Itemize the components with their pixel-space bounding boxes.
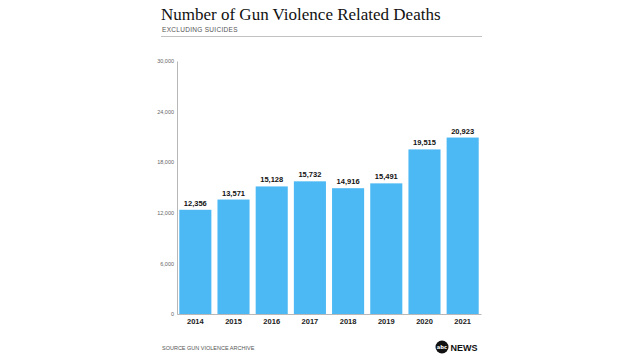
y-tick-label: 0: [171, 311, 174, 317]
y-tick: 24,000: [157, 109, 177, 115]
data-label: 19,515: [413, 138, 436, 147]
title: Number of Gun Violence Related Deaths: [161, 5, 441, 24]
y-tick: 18,000: [157, 159, 177, 165]
logo: abc NEWS: [436, 341, 478, 354]
data-label: 20,923: [451, 127, 474, 136]
logo-text: NEWS: [451, 343, 478, 353]
bar: [332, 188, 364, 314]
logo-mark: abc: [437, 344, 447, 350]
y-tick-label: 24,000: [157, 109, 174, 115]
bar: [294, 181, 326, 314]
y-tick-label: 6,000: [160, 261, 174, 267]
x-tick: 2020: [416, 314, 433, 326]
y-tick-label: 12,000: [157, 210, 174, 216]
x-tick-label: 2021: [454, 317, 471, 326]
rule: [161, 36, 482, 37]
data-label: 13,571: [222, 189, 245, 198]
bar: [370, 183, 402, 314]
y-tick: 12,000: [157, 210, 177, 216]
x-axis-line: [178, 314, 482, 315]
bar: [179, 210, 211, 314]
x-axis: 2014 2015 2016 2017 2018 2019 2020 2021: [178, 314, 482, 326]
y-tick-label: 30,000: [157, 58, 174, 64]
y-axis: 0 6,000 12,000 18,000 24,000 30,000: [157, 58, 177, 317]
x-tick: 2018: [340, 314, 357, 326]
x-tick-label: 2018: [340, 317, 357, 326]
data-label: 12,356: [184, 199, 207, 208]
x-tick-label: 2016: [263, 317, 280, 326]
x-tick: 2017: [302, 314, 319, 326]
x-tick: 2016: [263, 314, 280, 326]
bars: [179, 138, 478, 314]
subtitle: EXCLUDING SUICIDES: [162, 26, 238, 33]
x-tick-label: 2020: [416, 317, 433, 326]
y-axis-line: [177, 62, 178, 315]
x-tick-label: 2019: [378, 317, 395, 326]
x-tick: 2019: [378, 314, 395, 326]
data-label: 15,128: [260, 175, 283, 184]
data-label: 15,732: [298, 170, 321, 179]
bar: [256, 186, 288, 314]
bar: [408, 149, 440, 314]
chart: Number of Gun Violence Related Deaths EXC…: [0, 0, 630, 354]
x-tick-label: 2014: [187, 317, 205, 326]
data-label: 15,491: [375, 172, 398, 181]
y-tick: 30,000: [157, 58, 177, 64]
x-tick: 2014: [187, 314, 205, 326]
data-label: 14,916: [337, 177, 360, 186]
y-tick: 6,000: [160, 261, 177, 267]
bar: [447, 138, 479, 314]
x-tick-label: 2017: [302, 317, 319, 326]
data-labels: 12,356 13,571 15,128 15,732 14,916 15,491 19,5…: [184, 127, 474, 208]
x-tick-label: 2015: [225, 317, 242, 326]
y-tick-label: 18,000: [157, 159, 174, 165]
logo-circle: [436, 341, 449, 354]
background: [0, 0, 630, 354]
bar: [217, 200, 249, 314]
y-tick: 0: [171, 311, 177, 317]
x-tick: 2015: [225, 314, 242, 326]
source: SOURCE GUN VIOLENCE ARCHIVE: [162, 345, 255, 351]
x-tick: 2021: [454, 314, 471, 326]
